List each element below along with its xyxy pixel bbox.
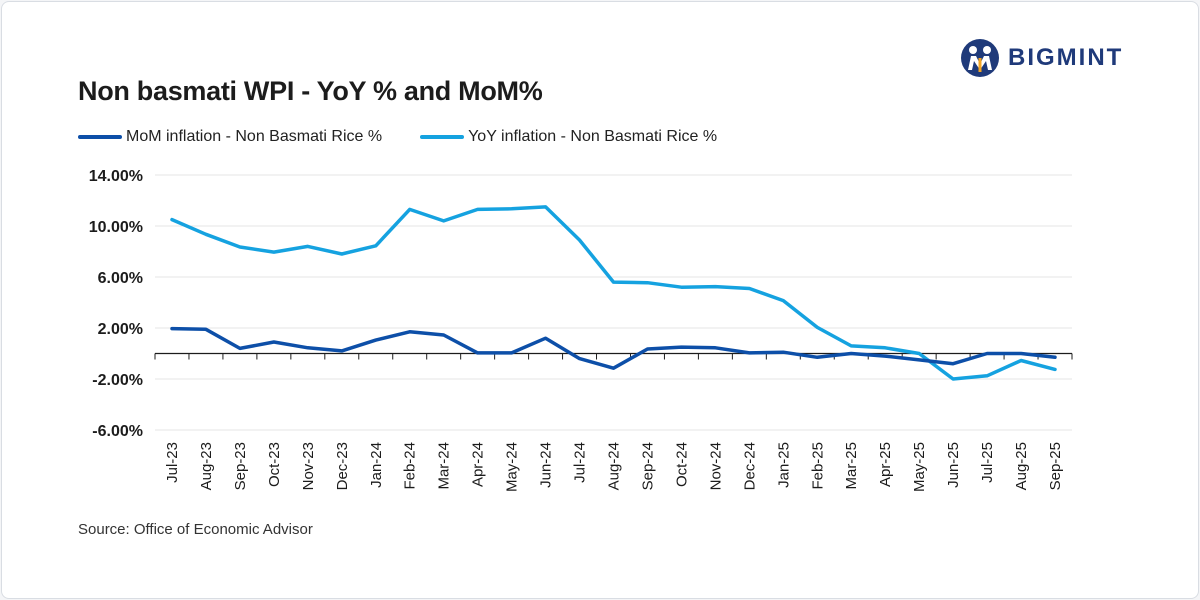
x-tick-label: Feb-24 — [402, 442, 419, 490]
x-tick-label: Aug-24 — [606, 442, 623, 490]
x-tick-labels: Jul-23 Aug-23 Sep-23 Oct-23 Nov-23 Dec-23 Jan-… — [164, 442, 1064, 492]
bigmint-logo-text: BIGMINT — [1008, 44, 1124, 71]
bigmint-logo: BIGMINT — [960, 38, 1123, 78]
bigmint-logo-icon — [961, 39, 999, 77]
x-tick-label: Nov-23 — [300, 442, 317, 490]
x-tick-label: Jul-25 — [979, 442, 996, 483]
x-tick-label: Jun-24 — [538, 442, 555, 488]
x-tick-label: Aug-25 — [1013, 442, 1030, 490]
x-tick-label: Jul-24 — [572, 442, 589, 483]
axes — [154, 352, 1073, 360]
x-tick-label: Jan-24 — [368, 442, 385, 488]
x-tick-label: Mar-24 — [436, 442, 453, 490]
x-tick-label: Oct-23 — [266, 442, 283, 487]
series-lines — [170, 205, 1057, 381]
y-tick-label: 10.00% — [89, 219, 143, 236]
x-tick-label: May-24 — [504, 442, 521, 492]
x-tick-label: Jul-23 — [164, 442, 181, 483]
x-tick-label: Feb-25 — [809, 442, 826, 490]
y-tick-label: -6.00% — [92, 423, 143, 440]
y-tick-label: 2.00% — [98, 321, 143, 338]
x-tick-label: Oct-24 — [673, 442, 690, 487]
legend-label-mom: MoM inflation - Non Basmati Rice % — [126, 128, 383, 145]
legend-item-mom: MoM inflation - Non Basmati Rice % — [78, 128, 382, 146]
series-line — [170, 326, 1057, 370]
y-tick-labels: 14.00% 10.00% 6.00% 2.00% -2.00% -6.00% — [89, 168, 143, 440]
x-tick-label: Sep-24 — [639, 442, 656, 490]
chart-legend: MoM inflation - Non Basmati Rice % YoY i… — [78, 128, 755, 146]
y-tick-label: 14.00% — [89, 168, 143, 185]
chart-title: Non basmati WPI - YoY % and MoM% — [78, 76, 543, 106]
x-tick-label: Apr-24 — [470, 442, 487, 487]
source-note: Source: Office of Economic Advisor — [78, 521, 313, 538]
legend-swatch-yoy — [420, 135, 465, 139]
x-tick-label: Aug-23 — [198, 442, 215, 490]
x-tick-label: Apr-25 — [877, 442, 894, 487]
x-tick-label: Jun-25 — [945, 442, 962, 488]
x-tick-label: Nov-24 — [707, 442, 724, 490]
x-tick-label: Jan-25 — [775, 442, 792, 488]
x-tick-label: Mar-25 — [843, 442, 860, 490]
legend-swatch-mom — [78, 135, 122, 139]
y-tick-label: 6.00% — [98, 270, 143, 287]
x-tick-label: May-25 — [911, 442, 928, 492]
legend-item-yoy: YoY inflation - Non Basmati Rice % — [420, 128, 717, 146]
grid-lines — [155, 174, 1072, 431]
legend-label-yoy: YoY inflation - Non Basmati Rice % — [468, 128, 718, 145]
x-tick-label: Dec-23 — [334, 442, 351, 490]
y-tick-label: -2.00% — [92, 372, 143, 389]
x-tick-label: Sep-23 — [232, 442, 249, 490]
x-tick-label: Dec-24 — [741, 442, 758, 490]
x-tick-label: Sep-25 — [1047, 442, 1064, 490]
series-line — [170, 205, 1057, 381]
